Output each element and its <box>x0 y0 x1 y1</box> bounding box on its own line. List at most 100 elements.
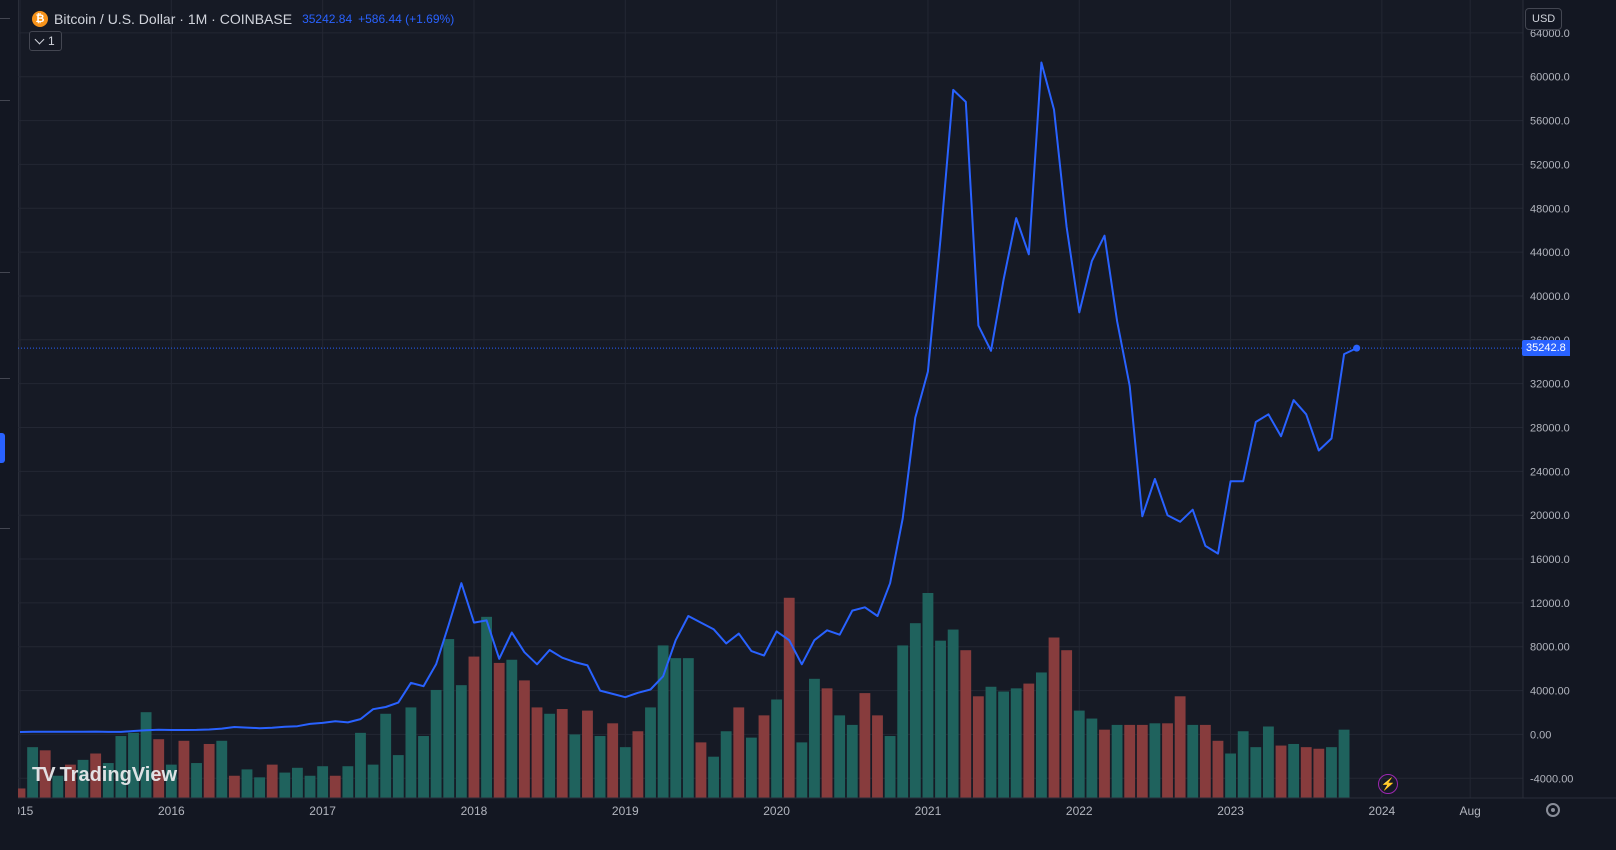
price-chart[interactable]: 64000.0 60000.0 56000.0 52000.0 48000.0 44000… <box>18 0 1616 850</box>
y-tick-label: 44000.0 <box>1530 247 1570 259</box>
volume-bar <box>493 662 505 798</box>
volume-bar <box>228 775 240 798</box>
volume-bar <box>178 740 190 798</box>
y-tick-label: 40000.0 <box>1530 291 1570 303</box>
volume-bar <box>405 707 417 798</box>
volume-bar <box>632 731 644 798</box>
x-tick-label: 2017 <box>309 804 336 818</box>
volume-bar <box>342 766 354 798</box>
volume-bar <box>695 742 707 798</box>
chart-legend[interactable]: ₿ Bitcoin / U.S. Dollar · 1M · COINBASE … <box>32 9 454 29</box>
volume-bar <box>531 707 543 798</box>
volume-bar <box>1262 726 1274 798</box>
volume-bar <box>909 623 921 798</box>
volume-bar <box>708 756 719 798</box>
tradingview-logo-icon: TV <box>32 764 56 786</box>
volume-bar <box>657 645 669 798</box>
volume-bar <box>128 732 139 798</box>
interval-count: 1 <box>48 34 55 48</box>
volume-bar <box>455 685 467 798</box>
symbol-title[interactable]: Bitcoin / U.S. Dollar · 1M · COINBASE <box>54 11 293 27</box>
volume-bar <box>153 739 165 798</box>
price-axis-background <box>1523 0 1616 850</box>
x-tick-label: 2022 <box>1066 804 1093 818</box>
price-series <box>19 61 1361 733</box>
volume-bar <box>39 750 51 798</box>
y-tick-label: 64000.0 <box>1530 28 1570 40</box>
volume-bar <box>65 764 76 798</box>
volume-bar <box>216 740 228 798</box>
time-axis-background <box>18 798 1616 850</box>
x-tick-label: 2016 <box>158 804 185 818</box>
volume-bar <box>27 747 39 798</box>
last-price-tag: 35242.8 <box>1522 340 1570 357</box>
volume-bar <box>1136 724 1148 798</box>
settings-gear-icon[interactable] <box>1546 803 1560 817</box>
volume-bar <box>582 710 593 798</box>
toolbar-divider <box>0 378 10 379</box>
interval-toggle-button[interactable]: 1 <box>29 31 62 51</box>
y-tick-label: 48000.0 <box>1530 203 1570 215</box>
volume-bar <box>1162 723 1173 798</box>
volume-bar <box>960 650 972 798</box>
volume-bar <box>619 747 631 798</box>
price-axis: 64000.0 60000.0 56000.0 52000.0 48000.0 44000… <box>1522 0 1616 850</box>
currency-button[interactable]: USD <box>1525 8 1563 30</box>
y-tick-label: 8000.00 <box>1530 642 1570 654</box>
volume-bar <box>783 597 795 798</box>
volume-bar <box>972 696 984 798</box>
volume-bar <box>1212 740 1224 798</box>
volume-bar <box>254 777 266 798</box>
volume-bar <box>1288 743 1300 798</box>
volume-bar <box>1099 729 1110 798</box>
volume-bar <box>468 656 480 798</box>
volume-bar <box>884 736 896 798</box>
x-tick-label: 2023 <box>1217 804 1244 818</box>
x-tick-label: 2019 <box>612 804 639 818</box>
volume-bar <box>670 658 682 798</box>
volume-bar <box>203 743 215 798</box>
volume-bar <box>645 707 656 798</box>
volume-bar <box>418 736 429 798</box>
price-line <box>19 61 1358 733</box>
price-change: +586.44 (+1.69%) <box>358 12 455 26</box>
volume-bar <box>1300 747 1312 798</box>
volume-bar <box>1149 723 1161 798</box>
volume-bar <box>279 772 291 798</box>
volume-bar <box>745 737 757 798</box>
volume-bar <box>367 764 379 798</box>
volume-bar <box>821 688 833 798</box>
x-tick-label: 2020 <box>763 804 790 818</box>
volume-bar <box>140 712 152 798</box>
volume-bar <box>304 775 316 798</box>
volume-bar <box>518 680 530 798</box>
grid-lines <box>18 0 1523 798</box>
volume-bar <box>18 788 26 798</box>
toolbar-active-tool-indicator[interactable] <box>0 433 5 463</box>
volume-bar <box>594 736 606 798</box>
volume-bar <box>1199 724 1211 798</box>
left-toolbar[interactable] <box>0 0 19 850</box>
volume-bars <box>18 593 1350 798</box>
volume-bar <box>846 724 858 798</box>
volume-bar <box>1225 753 1236 798</box>
y-tick-label: 16000.0 <box>1530 554 1570 566</box>
volume-bar <box>922 593 934 798</box>
volume-bar <box>380 713 392 798</box>
volume-bar <box>1187 724 1199 798</box>
volume-bar <box>1086 718 1098 798</box>
volume-bar <box>1111 724 1123 798</box>
volume-bar <box>241 769 253 798</box>
volume-bar <box>1275 745 1287 798</box>
volume-bar <box>985 686 997 798</box>
volume-bar <box>834 715 846 798</box>
lightning-icon[interactable]: ⚡ <box>1378 774 1398 794</box>
volume-bar <box>733 707 745 798</box>
y-tick-label: 24000.0 <box>1530 466 1570 478</box>
volume-bar <box>1061 650 1073 798</box>
volume-bar <box>682 658 694 798</box>
x-tick-label: 2021 <box>915 804 942 818</box>
volume-bar <box>1048 637 1060 798</box>
volume-bar <box>266 764 278 798</box>
volume-bar <box>1073 710 1085 798</box>
